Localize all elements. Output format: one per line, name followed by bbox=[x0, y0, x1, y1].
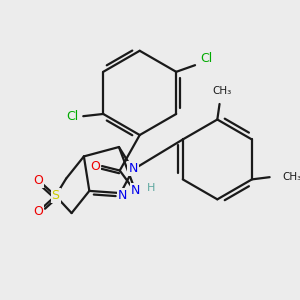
Text: O: O bbox=[90, 160, 100, 172]
Text: O: O bbox=[33, 205, 43, 218]
Text: Cl: Cl bbox=[66, 110, 78, 123]
Text: CH₃: CH₃ bbox=[282, 172, 300, 182]
Text: N: N bbox=[128, 162, 138, 175]
Text: CH₃: CH₃ bbox=[212, 86, 231, 96]
Text: H: H bbox=[147, 183, 155, 193]
Text: O: O bbox=[33, 174, 43, 187]
Text: S: S bbox=[52, 189, 60, 202]
Text: N: N bbox=[130, 184, 140, 197]
Text: N: N bbox=[118, 189, 128, 202]
Text: Cl: Cl bbox=[200, 52, 212, 65]
